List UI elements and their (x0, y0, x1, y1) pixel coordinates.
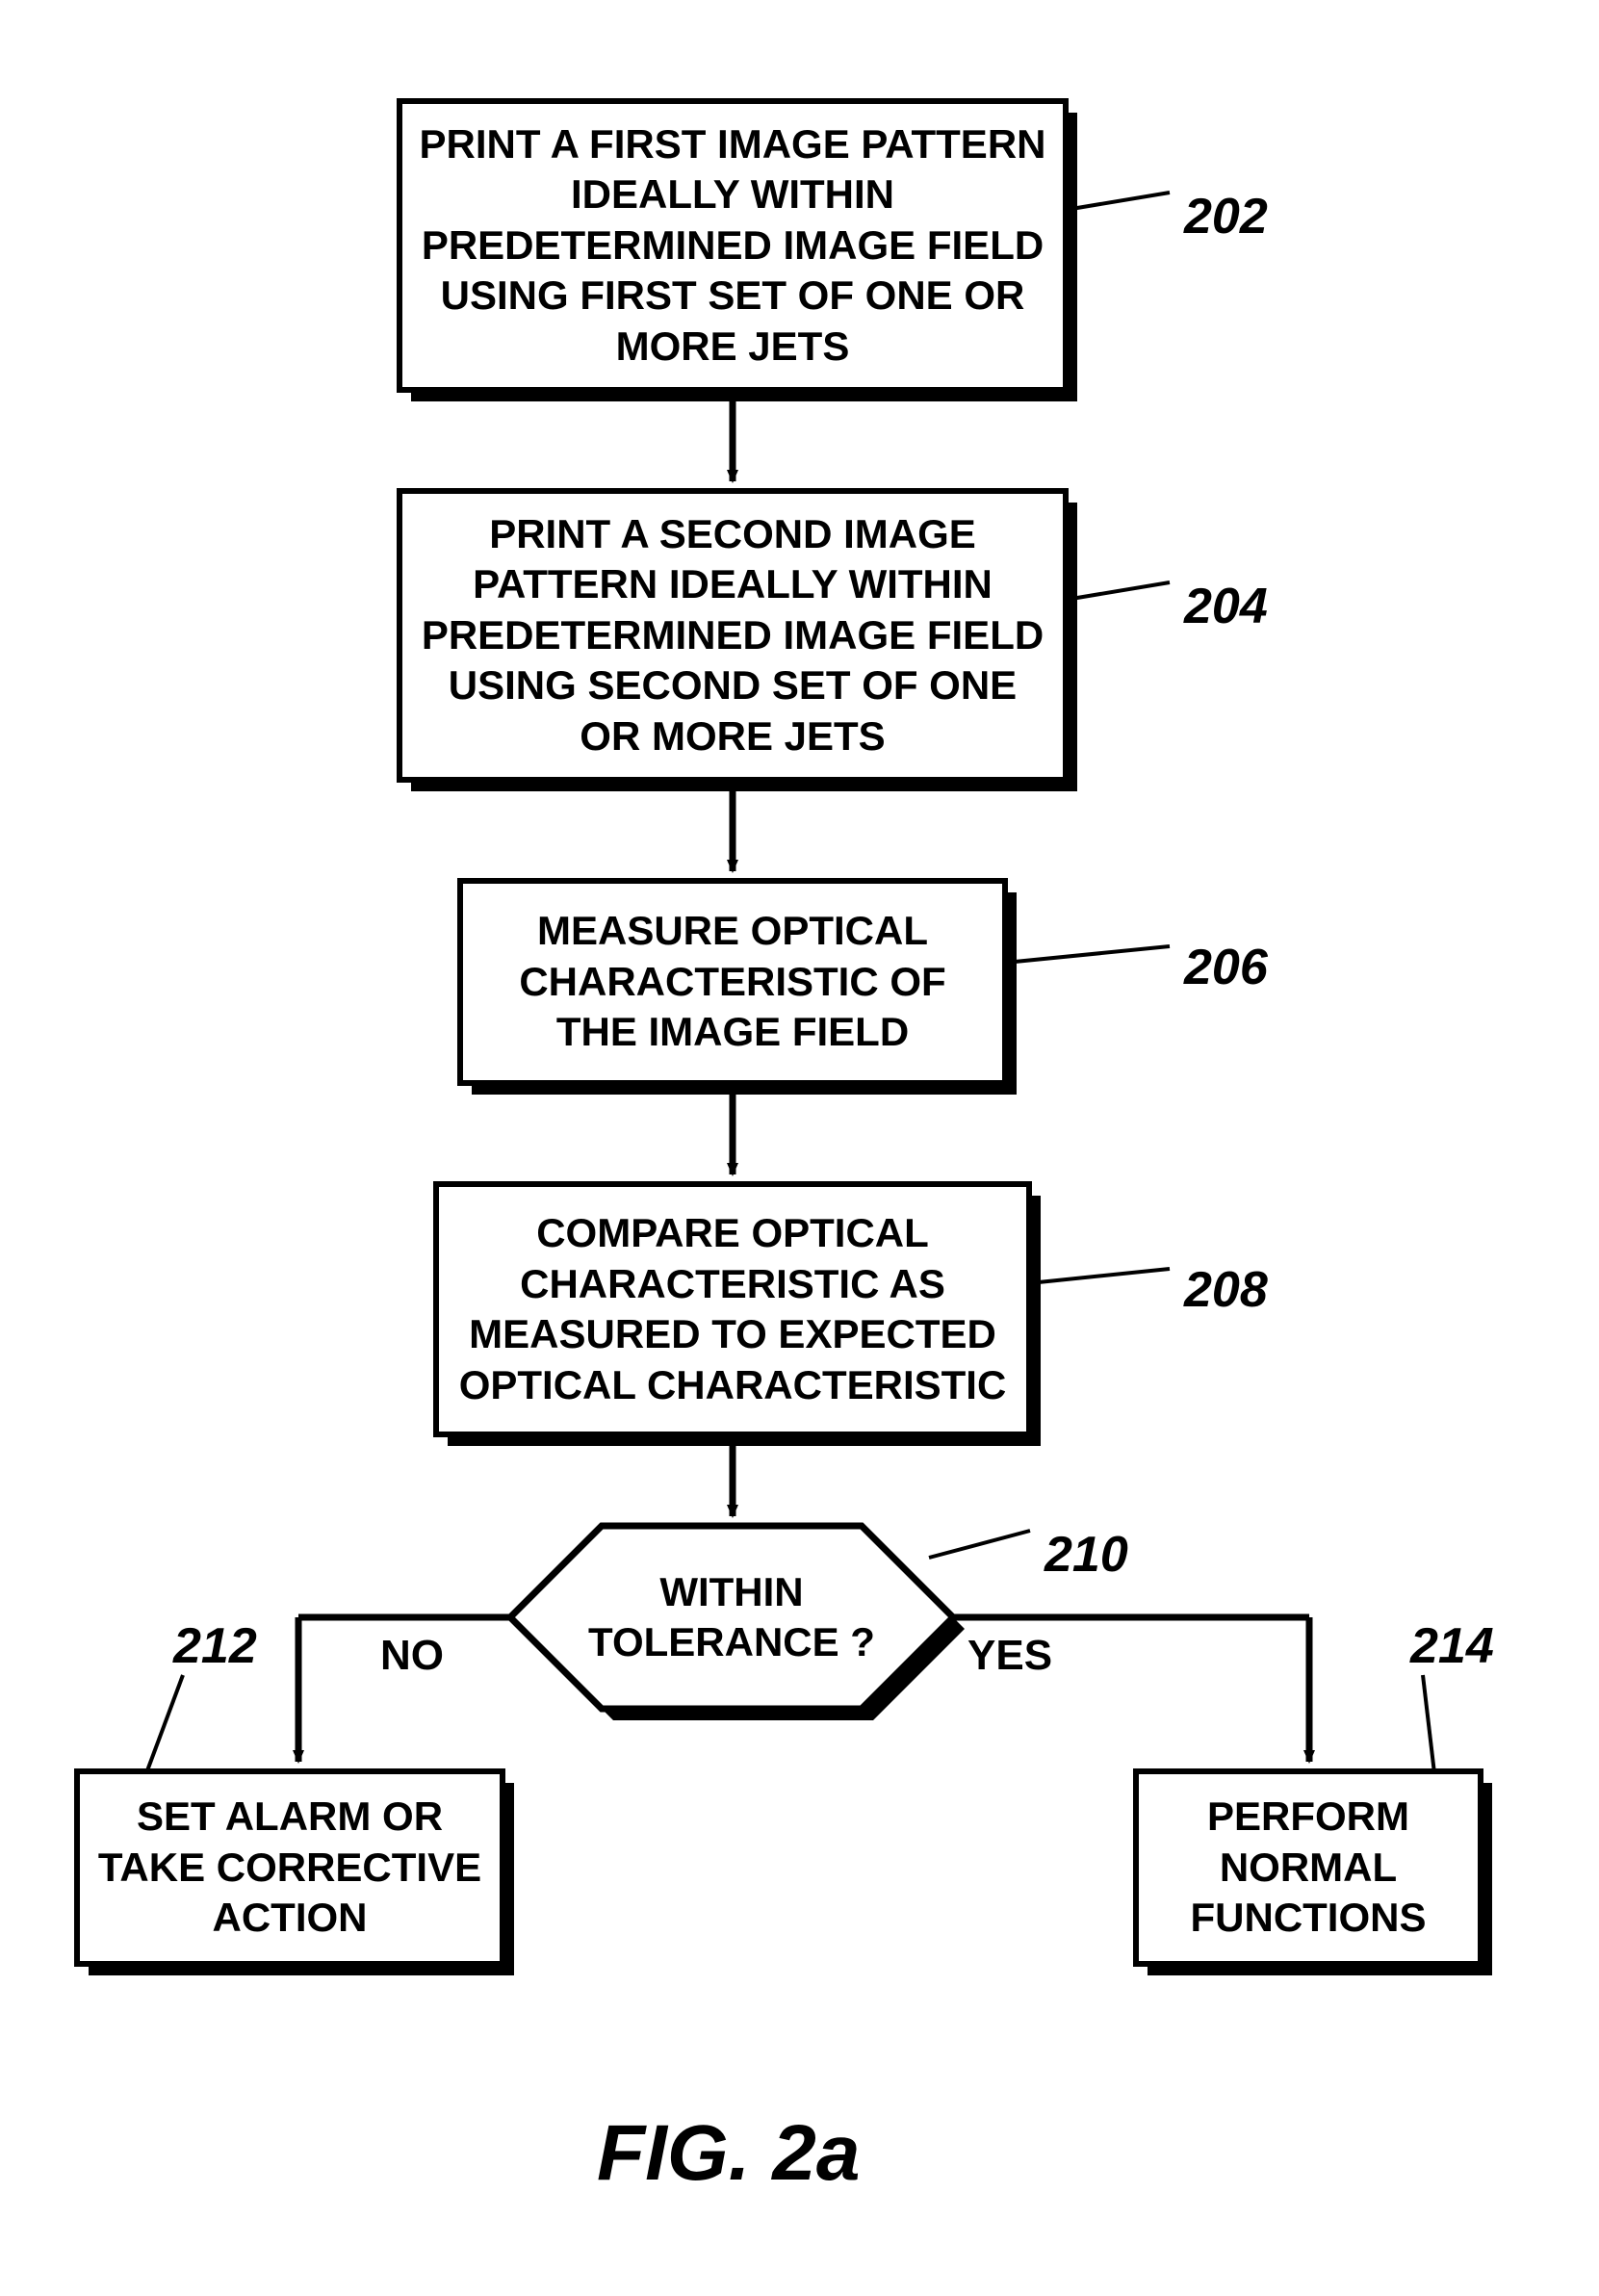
process-text: PERFORM NORMAL FUNCTIONS (1136, 1771, 1481, 1964)
label-leader (1066, 582, 1170, 600)
label-leader (929, 1531, 1030, 1558)
ref-label: 210 (1045, 1526, 1128, 1584)
label-leader (146, 1675, 183, 1773)
process-text: SET ALARM OR TAKE CORRECTIVE ACTION (77, 1771, 503, 1964)
ref-label: 204 (1184, 578, 1268, 635)
edge-label: YES (967, 1632, 1052, 1680)
figure-title: FIG. 2a (597, 2108, 860, 2199)
process-text: PRINT A FIRST IMAGE PATTERN IDEALLY WITH… (400, 101, 1066, 390)
process-text: COMPARE OPTICAL CHARACTERISTIC AS MEASUR… (436, 1184, 1029, 1434)
process-text: PRINT A SECOND IMAGE PATTERN IDEALLY WIT… (400, 491, 1066, 780)
label-leader (1066, 193, 1170, 210)
label-leader (1005, 946, 1170, 963)
ref-label: 206 (1184, 939, 1268, 996)
label-leader (1423, 1675, 1434, 1773)
ref-label: 212 (173, 1617, 257, 1675)
process-text: MEASURE OPTICAL CHARACTERISTIC OF THE IM… (460, 881, 1005, 1083)
edge-label: NO (380, 1632, 444, 1680)
ref-label: 208 (1184, 1261, 1268, 1319)
label-leader (1029, 1269, 1170, 1283)
ref-label: 214 (1410, 1617, 1494, 1675)
decision-text: WITHIN TOLERANCE ? (547, 1540, 916, 1694)
ref-label: 202 (1184, 188, 1268, 245)
